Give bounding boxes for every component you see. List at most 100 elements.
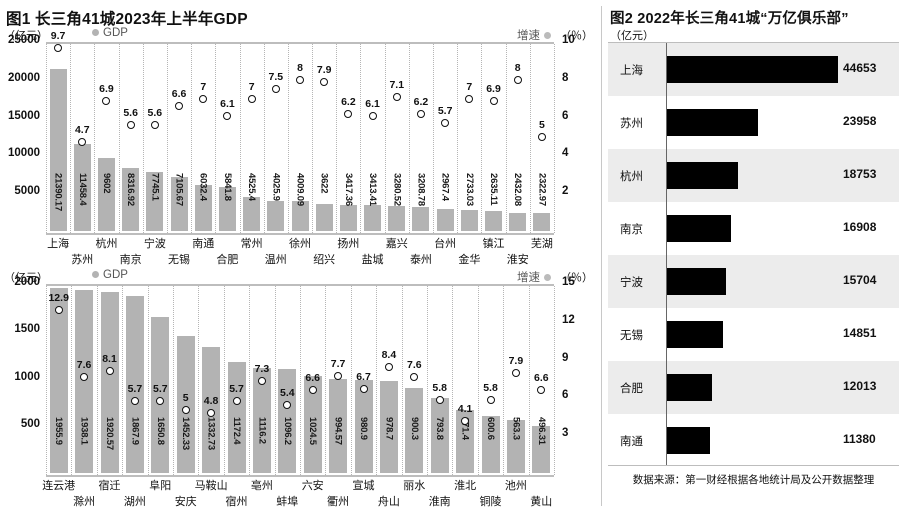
growth-rate-marker [537, 132, 546, 141]
gdp-bar-value: 793.8 [434, 417, 446, 440]
growth-rate-value: 5 [182, 392, 189, 404]
gdp-bar-value: 4025.9 [270, 173, 282, 201]
gdp-bar [73, 144, 91, 231]
gdp-bar-value: 8316.92 [125, 173, 137, 206]
x-axis-label: 芜湖 [530, 238, 553, 250]
grid-line [408, 44, 410, 233]
y2-tick: 2 [562, 185, 569, 198]
growth-rate-value: 5.7 [152, 383, 168, 396]
gdp-bar [122, 168, 140, 231]
y2-tick: 15 [562, 276, 575, 288]
gdp-bar-value: 900.3 [408, 417, 420, 440]
y-tick: 1500 [14, 323, 40, 336]
grid-line [173, 286, 174, 475]
gdp-bar [436, 208, 454, 231]
growth-rate-value: 5.7 [229, 383, 244, 396]
growth-rate-value: 4.8 [203, 394, 219, 407]
growth-rate-value: 6.2 [341, 95, 356, 108]
gdp-bar [430, 397, 449, 473]
grid-line [554, 44, 555, 233]
growth-rate-value: 7 [466, 80, 473, 93]
growth-rate-marker [441, 119, 450, 128]
growth-rate-marker [416, 109, 425, 118]
growth-rate-value: 6.9 [99, 82, 114, 95]
legend-growth-dot-bottom [544, 274, 551, 282]
legend-gdp-dot [92, 29, 99, 37]
x-axis-label: 上海 [47, 238, 70, 250]
growth-rate-marker [435, 395, 444, 404]
x-axis-label: 镇江 [482, 238, 505, 250]
gdp-bar [315, 203, 333, 231]
growth-rate-marker [126, 121, 135, 130]
growth-rate-marker [54, 306, 63, 315]
city-label: 合肥 [620, 382, 643, 395]
gdp-bar-horizontal [666, 267, 727, 296]
gdp-bar-value: 600.6 [485, 417, 496, 440]
growth-rate-marker [489, 96, 498, 105]
growth-rate-marker [465, 94, 474, 103]
chart-gdp-top: （亿元） （％） GDP 增速 5000 10000 15000 20000 25000… [0, 26, 597, 266]
gdp-bar [412, 206, 430, 231]
legend-growth-dot [544, 32, 551, 40]
right-column: 图2 2022年长三角41城“万亿俱乐部” （亿元） 上海 44653 苏州 2395… [608, 0, 899, 513]
grid-line [96, 286, 98, 475]
x-axis-label: 南通 [192, 238, 215, 250]
gdp-bar-value: 2322.97 [536, 173, 548, 206]
gdp-bar-value: 994.57 [332, 417, 344, 445]
city-label: 无锡 [620, 329, 643, 342]
y2-tick: 8 [562, 71, 569, 84]
growth-rate-value: 6.6 [305, 371, 320, 384]
gdp-bar-value: 980.9 [358, 417, 369, 440]
growth-rate-value: 5.4 [279, 386, 295, 399]
gdp-bar [329, 379, 348, 473]
grid-line [71, 286, 73, 475]
growth-rate-value: 7.9 [508, 355, 524, 368]
city-label: 苏州 [620, 117, 643, 130]
x-axis-label: 泰州 [409, 254, 432, 266]
gdp-bar-horizontal [666, 214, 732, 243]
growth-rate-value: 8.4 [381, 349, 397, 362]
gdp-bar-value: 1332.73 [205, 417, 217, 450]
growth-rate-marker [537, 385, 546, 394]
trillion-club-row: 杭州 18753 [608, 149, 899, 202]
plot-area-bottom [46, 284, 555, 477]
x-axis-label: 淮北 [454, 480, 477, 492]
trillion-club-plot: 上海 44653 苏州 23958 杭州 18753 南京 16908 宁波 15704 无锡 148… [608, 42, 899, 466]
growth-rate-value: 7.5 [268, 71, 284, 84]
gdp-bar-horizontal [666, 108, 759, 137]
y2-axis-unit-label-bottom: （％） [560, 272, 593, 284]
city-label: 宁波 [620, 276, 643, 289]
y-tick: 1000 [14, 370, 40, 383]
growth-rate-marker [54, 43, 63, 52]
grid-line [142, 44, 144, 233]
gdp-bar [506, 419, 525, 473]
gdp-bar [227, 362, 246, 473]
gdp-value: 16908 [843, 219, 877, 234]
y-axis-unit-label-top: （亿元） [4, 30, 48, 42]
gdp-bar-horizontal [666, 161, 739, 190]
x-axis-label: 六安 [301, 480, 324, 492]
gdp-bar-value: 2967.4 [439, 173, 451, 201]
x-axis-label: 衢州 [327, 496, 350, 508]
growth-rate-value: 6.2 [413, 95, 429, 108]
growth-rate-value: 7.6 [406, 359, 422, 372]
y-tick: 15000 [8, 109, 40, 122]
gdp-bar [339, 205, 357, 231]
gdp-bar-value: 1920.57 [104, 417, 115, 450]
growth-rate-marker [156, 397, 165, 406]
gdp-bar [49, 288, 68, 473]
column-divider [601, 6, 602, 506]
x-axis-label: 丽水 [403, 480, 426, 492]
gdp-bar-value: 1650.8 [154, 417, 166, 445]
gdp-bar [125, 296, 144, 473]
grid-line [401, 286, 403, 475]
gdp-bar-value: 1172.4 [231, 417, 242, 445]
x-axis-label: 嘉兴 [385, 238, 408, 250]
x-axis-label: 绍兴 [313, 254, 336, 266]
gdp-bar [405, 387, 424, 473]
x-axis-label: 马鞍山 [194, 480, 228, 492]
grid-line [263, 44, 265, 233]
gdp-bar [364, 205, 382, 231]
gdp-bar-value: 21390.17 [52, 173, 64, 212]
gdp-bar [252, 367, 271, 473]
